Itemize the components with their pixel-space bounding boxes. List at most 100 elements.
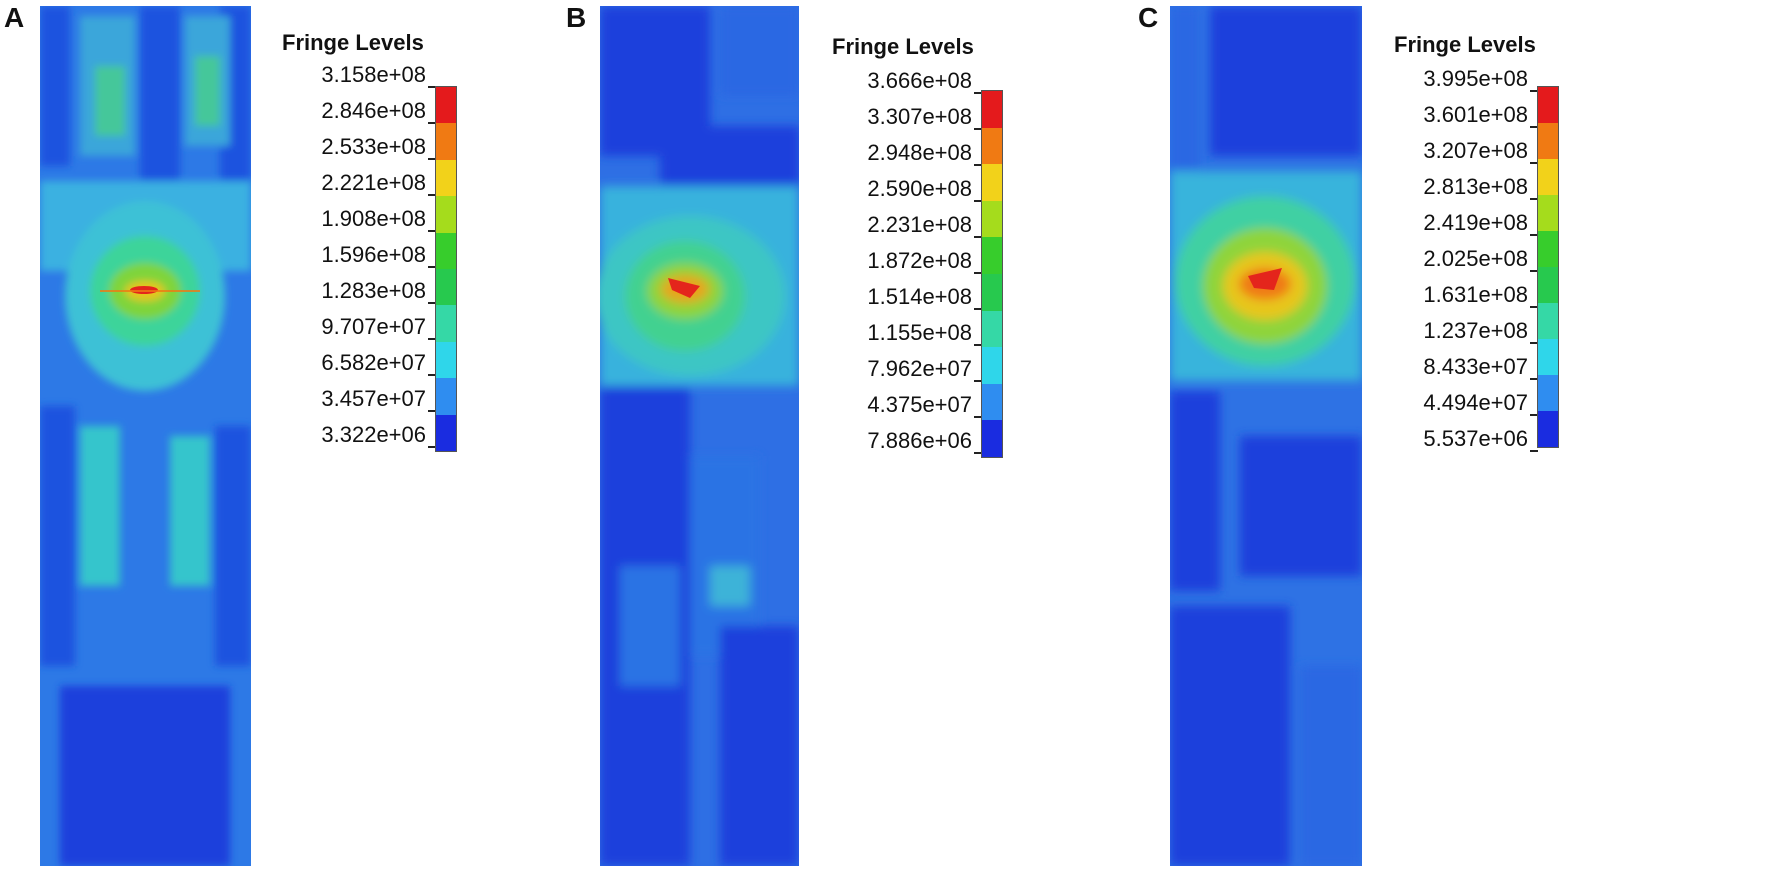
legend-level: 1.596e+08 [321, 242, 426, 267]
legend-level: 1.155e+08 [867, 320, 972, 345]
color-swatch [1538, 159, 1558, 195]
legend-level: 2.231e+08 [867, 212, 972, 237]
legend-level: 2.948e+08 [867, 140, 972, 165]
color-swatch [982, 237, 1002, 274]
legend-level: 4.494e+07 [1423, 390, 1528, 415]
legend-tick [1530, 270, 1538, 272]
color-legend-bar [435, 86, 457, 452]
color-swatch [1538, 195, 1558, 231]
panel-label: C [1138, 2, 1159, 33]
panel-b: B Fringe Level [560, 0, 1140, 869]
color-legend-bar [1537, 86, 1559, 448]
legend-tick [428, 410, 436, 412]
color-swatch [436, 305, 456, 342]
legend-tick [428, 374, 436, 376]
color-swatch [436, 414, 456, 452]
legend-tick [428, 194, 436, 196]
legend-tick [428, 122, 436, 124]
color-swatch [436, 341, 456, 379]
color-swatch [436, 378, 456, 415]
color-swatch [982, 383, 1002, 421]
legend-tick [1530, 378, 1538, 380]
legend-level: 2.419e+08 [1423, 210, 1528, 235]
legend-tick [974, 416, 982, 418]
legend-tick [428, 302, 436, 304]
legend-level: 8.433e+07 [1423, 354, 1528, 379]
legend-level: 1.908e+08 [321, 206, 426, 231]
color-swatch [982, 91, 1002, 128]
color-swatch [436, 87, 456, 124]
legend-title: Fringe Levels [282, 30, 424, 55]
legend-tick [974, 236, 982, 238]
stress-contour-plot [600, 6, 799, 866]
legend-tick [974, 128, 982, 130]
legend-tick [1530, 414, 1538, 416]
legend-level: 5.537e+06 [1423, 426, 1528, 451]
legend-level: 7.886e+06 [867, 428, 972, 453]
legend-tick [428, 158, 436, 160]
color-swatch [982, 164, 1002, 201]
legend-level: 3.666e+08 [867, 68, 972, 93]
legend-tick [1530, 90, 1538, 92]
color-swatch [1538, 375, 1558, 411]
legend-level: 2.813e+08 [1423, 174, 1528, 199]
legend-level: 9.707e+07 [321, 314, 426, 339]
panel-c: C Fringe Levels 3.995e+08 3. [1130, 0, 1710, 869]
color-swatch [436, 269, 456, 306]
legend-tick [1530, 162, 1538, 164]
stress-contour-plot [40, 6, 251, 866]
legend-level: 1.631e+08 [1423, 282, 1528, 307]
color-swatch [1538, 411, 1558, 447]
legend-tick [1530, 126, 1538, 128]
color-swatch [1538, 123, 1558, 159]
color-swatch [982, 273, 1002, 311]
legend-tick [428, 86, 436, 88]
color-swatch [982, 200, 1002, 238]
legend-level: 3.158e+08 [321, 62, 426, 87]
color-swatch [1538, 87, 1558, 123]
color-swatch [436, 196, 456, 233]
legend-tick [974, 452, 982, 454]
color-swatch [982, 310, 1002, 348]
legend-tick [428, 266, 436, 268]
color-swatch [1538, 231, 1558, 267]
legend-tick [428, 338, 436, 340]
legend-title: Fringe Levels [1394, 32, 1536, 57]
legend-level: 2.590e+08 [867, 176, 972, 201]
color-swatch [436, 159, 456, 197]
legend-level: 6.582e+07 [321, 350, 426, 375]
legend-tick [1530, 450, 1538, 452]
legend-level: 3.322e+06 [321, 422, 426, 447]
legend-level: 3.307e+08 [867, 104, 972, 129]
panel-label: A [4, 2, 25, 33]
legend-level: 1.283e+08 [321, 278, 426, 303]
legend-level: 7.962e+07 [867, 356, 972, 381]
legend-tick [974, 164, 982, 166]
legend-level: 3.207e+08 [1423, 138, 1528, 163]
stress-contour-plot [1170, 6, 1362, 866]
legend-level: 1.872e+08 [867, 248, 972, 273]
legend-title: Fringe Levels [832, 34, 974, 59]
legend-level: 1.237e+08 [1423, 318, 1528, 343]
legend-tick [1530, 234, 1538, 236]
color-swatch [982, 347, 1002, 384]
legend-level: 3.601e+08 [1423, 102, 1528, 127]
legend-tick [974, 272, 982, 274]
color-swatch [436, 232, 456, 270]
legend-tick [1530, 342, 1538, 344]
legend-level: 3.457e+07 [321, 386, 426, 411]
color-swatch [1538, 267, 1558, 303]
legend-level: 2.533e+08 [321, 134, 426, 159]
color-swatch [436, 123, 456, 160]
legend-level: 1.514e+08 [867, 284, 972, 309]
color-swatch [1538, 303, 1558, 339]
legend-tick [974, 380, 982, 382]
legend-tick [1530, 306, 1538, 308]
legend-tick [974, 308, 982, 310]
panel-label: B [566, 2, 587, 33]
panel-a: A [0, 0, 580, 869]
legend-level: 2.221e+08 [321, 170, 426, 195]
legend-level: 4.375e+07 [867, 392, 972, 417]
color-legend-bar [981, 90, 1003, 458]
color-swatch [982, 127, 1002, 165]
